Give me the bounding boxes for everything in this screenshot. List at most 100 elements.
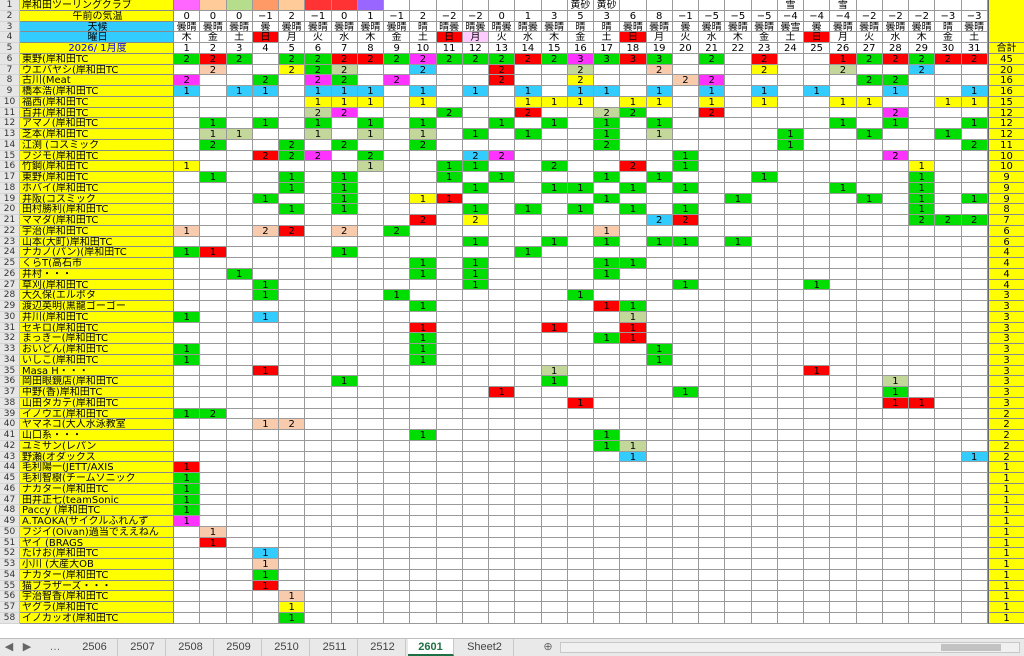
attendance-cell[interactable] <box>699 494 726 506</box>
attendance-cell[interactable] <box>331 387 358 398</box>
attendance-mark[interactable]: 1 <box>620 258 647 269</box>
attendance-cell[interactable] <box>725 537 752 549</box>
attendance-cell[interactable] <box>882 612 909 624</box>
attendance-cell[interactable] <box>384 526 411 538</box>
attendance-cell[interactable] <box>174 129 201 140</box>
attendance-cell[interactable] <box>410 569 437 581</box>
attendance-mark[interactable]: 1 <box>331 182 358 194</box>
attendance-cell[interactable] <box>436 569 463 581</box>
attendance-mark[interactable]: 1 <box>909 204 936 215</box>
attendance-cell[interactable] <box>751 419 778 430</box>
attendance-cell[interactable] <box>672 290 699 301</box>
row-number[interactable]: 20 <box>0 204 20 215</box>
member-name[interactable]: ホバイ(岸和田TC <box>20 182 174 194</box>
attendance-cell[interactable] <box>594 215 621 226</box>
attendance-cell[interactable] <box>410 150 437 162</box>
attendance-mark[interactable]: 1 <box>672 387 699 398</box>
attendance-cell[interactable] <box>489 182 516 194</box>
attendance-cell[interactable] <box>856 161 883 172</box>
attendance-cell[interactable] <box>226 290 253 301</box>
attendance-cell[interactable] <box>672 440 699 452</box>
attendance-cell[interactable] <box>436 365 463 377</box>
attendance-cell[interactable] <box>384 419 411 430</box>
attendance-cell[interactable] <box>252 236 279 248</box>
attendance-cell[interactable] <box>200 494 227 506</box>
attendance-cell[interactable] <box>699 430 726 441</box>
attendance-cell[interactable] <box>909 548 936 559</box>
attendance-cell[interactable] <box>961 591 988 602</box>
attendance-mark[interactable]: 2 <box>909 53 936 65</box>
attendance-mark[interactable]: 1 <box>882 397 909 409</box>
attendance-cell[interactable] <box>410 408 437 420</box>
attendance-cell[interactable] <box>279 193 306 205</box>
attendance-mark[interactable]: 3 <box>567 53 594 65</box>
attendance-cell[interactable] <box>226 430 253 441</box>
attendance-cell[interactable] <box>541 483 568 495</box>
member-name[interactable]: たけお(岸和田TC <box>20 548 174 559</box>
attendance-cell[interactable] <box>489 559 516 570</box>
weather-cell[interactable]: 曇晴 <box>646 21 673 33</box>
attendance-cell[interactable] <box>567 193 594 205</box>
attendance-cell[interactable] <box>410 172 437 183</box>
attendance-cell[interactable] <box>567 451 594 463</box>
temperature-cell[interactable]: −1 <box>384 10 411 22</box>
attendance-cell[interactable] <box>646 569 673 581</box>
attendance-cell[interactable] <box>384 494 411 506</box>
attendance-cell[interactable] <box>410 182 437 194</box>
attendance-cell[interactable] <box>909 322 936 334</box>
attendance-mark[interactable]: 1 <box>462 161 489 172</box>
member-name[interactable]: ナカター(岸和田TC <box>20 569 174 581</box>
attendance-cell[interactable] <box>436 537 463 549</box>
attendance-cell[interactable] <box>357 225 384 237</box>
attendance-cell[interactable] <box>436 430 463 441</box>
attendance-mark[interactable]: 1 <box>174 225 201 237</box>
attendance-cell[interactable] <box>567 236 594 248</box>
attendance-cell[interactable] <box>305 408 332 420</box>
attendance-cell[interactable] <box>331 559 358 570</box>
attendance-cell[interactable] <box>935 473 962 484</box>
attendance-cell[interactable] <box>331 322 358 334</box>
attendance-cell[interactable] <box>725 376 752 387</box>
attendance-cell[interactable] <box>436 129 463 140</box>
attendance-mark[interactable]: 1 <box>594 86 621 97</box>
attendance-cell[interactable] <box>331 236 358 248</box>
attendance-mark[interactable]: 2 <box>882 107 909 119</box>
attendance-mark[interactable]: 3 <box>594 53 621 65</box>
attendance-cell[interactable] <box>935 290 962 301</box>
attendance-mark[interactable]: 1 <box>252 279 279 291</box>
attendance-cell[interactable] <box>515 591 542 602</box>
attendance-cell[interactable] <box>804 526 831 538</box>
row-number[interactable]: 21 <box>0 215 20 226</box>
attendance-cell[interactable] <box>672 430 699 441</box>
weather-cell[interactable]: 晴曇 <box>489 21 516 33</box>
row-number[interactable]: 49 <box>0 516 20 527</box>
attendance-cell[interactable] <box>882 580 909 592</box>
member-name[interactable]: 東野(岸和田TC <box>20 53 174 65</box>
attendance-cell[interactable] <box>384 129 411 140</box>
attendance-cell[interactable] <box>331 301 358 312</box>
attendance-mark[interactable]: 1 <box>830 96 857 108</box>
attendance-cell[interactable] <box>646 548 673 559</box>
attendance-cell[interactable] <box>541 387 568 398</box>
attendance-cell[interactable] <box>305 225 332 237</box>
attendance-cell[interactable] <box>804 311 831 323</box>
attendance-cell[interactable] <box>305 591 332 602</box>
attendance-cell[interactable] <box>594 483 621 495</box>
attendance-cell[interactable] <box>357 290 384 301</box>
attendance-mark[interactable]: 1 <box>935 96 962 108</box>
attendance-cell[interactable] <box>462 537 489 549</box>
attendance-cell[interactable] <box>804 344 831 355</box>
attendance-cell[interactable] <box>357 75 384 86</box>
attendance-cell[interactable] <box>226 172 253 183</box>
attendance-cell[interactable] <box>751 483 778 495</box>
attendance-cell[interactable] <box>777 311 804 323</box>
attendance-cell[interactable] <box>331 602 358 613</box>
attendance-cell[interactable] <box>777 365 804 377</box>
attendance-mark[interactable]: 1 <box>567 86 594 97</box>
attendance-mark[interactable]: 2 <box>384 75 411 86</box>
attendance-cell[interactable] <box>489 129 516 140</box>
attendance-cell[interactable] <box>357 215 384 226</box>
attendance-cell[interactable] <box>725 526 752 538</box>
attendance-cell[interactable] <box>646 419 673 430</box>
attendance-mark[interactable]: 2 <box>331 53 358 65</box>
